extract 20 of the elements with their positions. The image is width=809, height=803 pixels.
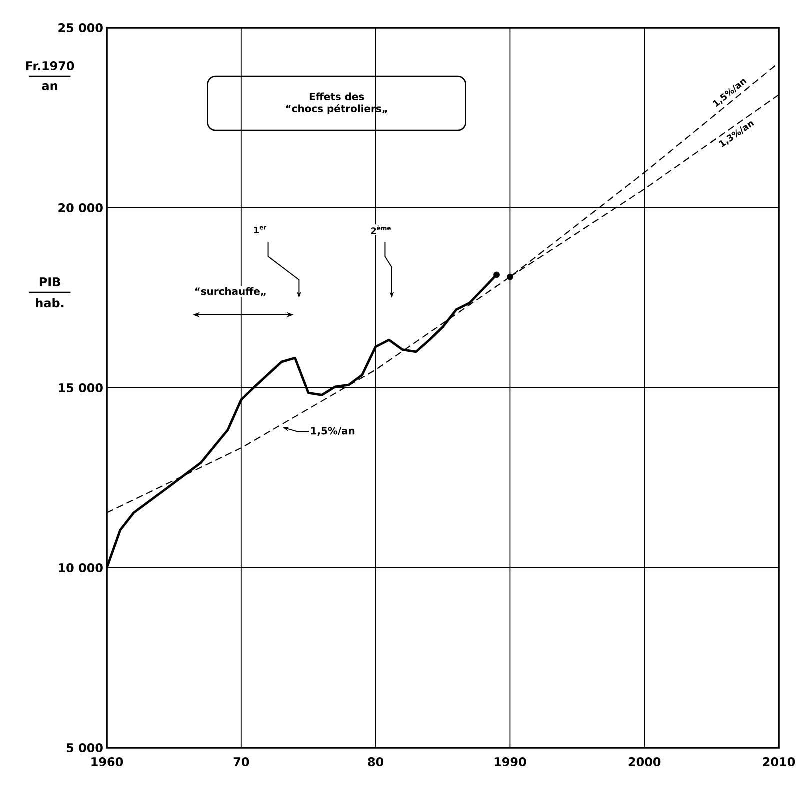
text: PIB (40, 278, 60, 286)
annotation: Effets des (310, 92, 364, 100)
y-tick-label: 20 000 (58, 203, 103, 213)
text: hab. (36, 298, 64, 308)
x-tick-label: 2010 (763, 757, 796, 767)
annotation: 1$^{er}$ (254, 226, 267, 234)
y-tick-label: 5 000 (66, 743, 103, 753)
annotation: 1,5%/an (311, 427, 355, 436)
x-tick-label: 80 (368, 757, 384, 767)
x-tick-label: 70 (234, 757, 250, 767)
y-tick-label: 10 000 (59, 563, 103, 573)
annotation: 2$^{ème}$ (371, 226, 391, 234)
y-tick-label: 25 000 (58, 23, 103, 33)
x-tick-label: 2000 (628, 757, 661, 767)
y-tick-label: 15 000 (59, 383, 103, 393)
text: Fr.1970 (26, 61, 74, 71)
x-tick-label: 1960 (92, 757, 124, 767)
x-tick-label: 1990 (494, 757, 526, 767)
annotation: “surchauffe„ (195, 287, 266, 296)
text: an (42, 84, 58, 90)
